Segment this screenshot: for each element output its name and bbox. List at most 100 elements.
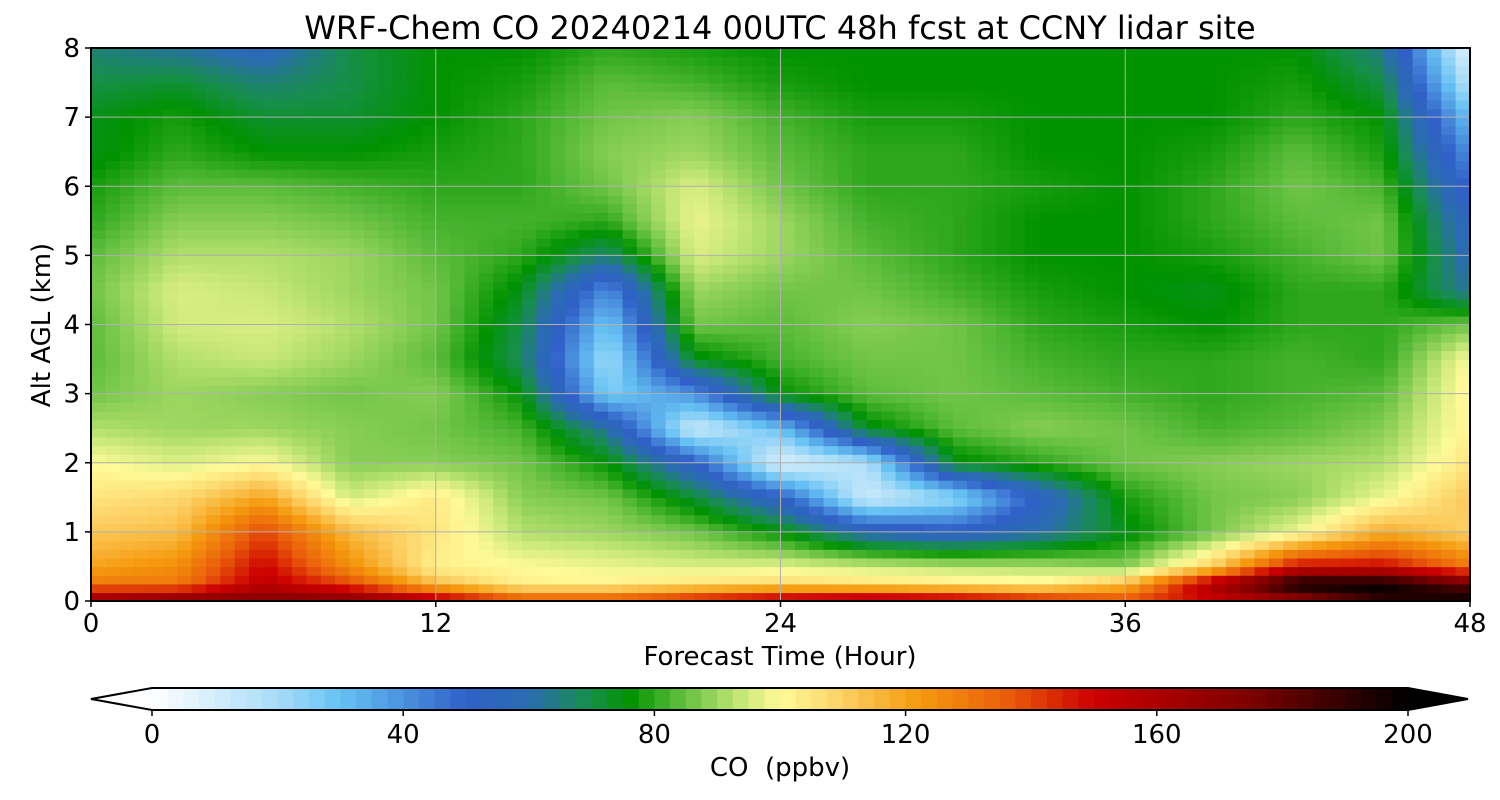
heatmap-cell [177, 264, 193, 274]
heatmap-cell [665, 402, 681, 412]
heatmap-cell [1426, 514, 1442, 524]
heatmap-cell [1398, 289, 1414, 300]
heatmap-cell [924, 359, 940, 369]
heatmap-cell [1455, 514, 1470, 524]
heatmap-cell [435, 592, 451, 601]
heatmap-cell [837, 281, 854, 291]
heatmap-cell [823, 238, 839, 248]
heatmap-cell [967, 531, 983, 542]
heatmap-cell [450, 341, 466, 352]
heatmap-cell [450, 583, 466, 594]
heatmap-cell [679, 333, 696, 343]
heatmap-cell [1268, 367, 1284, 378]
heatmap-cell [1139, 186, 1155, 196]
heatmap-cell [751, 566, 767, 576]
heatmap-cell [177, 333, 193, 343]
heatmap-cell [1311, 168, 1328, 179]
heatmap-cell [737, 462, 753, 473]
heatmap-cell [1283, 505, 1299, 516]
heatmap-cell [536, 566, 552, 576]
heatmap-cell [823, 436, 839, 447]
heatmap-cell [1398, 168, 1414, 179]
heatmap-cell [708, 557, 724, 568]
heatmap-cell [464, 419, 480, 429]
heatmap-cell [751, 324, 767, 334]
heatmap-cell [866, 376, 882, 386]
heatmap-cell [651, 168, 667, 179]
heatmap-cell [852, 307, 868, 317]
heatmap-cell [1053, 471, 1069, 481]
heatmap-cell [435, 436, 451, 447]
heatmap-cell [938, 488, 954, 499]
heatmap-cell [737, 428, 753, 438]
heatmap-cell [478, 497, 494, 507]
heatmap-cell [809, 393, 825, 403]
heatmap-cell [234, 557, 250, 568]
heatmap-cell [464, 523, 480, 533]
heatmap-cell [378, 531, 394, 542]
heatmap-cell [1268, 272, 1284, 282]
heatmap-cell [1355, 255, 1371, 265]
heatmap-cell [536, 471, 552, 481]
heatmap-cell [1326, 384, 1342, 395]
heatmap-cell [493, 384, 509, 395]
heatmap-cell [967, 281, 983, 291]
heatmap-cell [134, 341, 150, 352]
heatmap-cell [1240, 255, 1256, 265]
heatmap-cell [1125, 549, 1141, 559]
heatmap-cell [536, 359, 552, 369]
heatmap-cell [507, 549, 523, 559]
heatmap-cell [119, 289, 135, 300]
heatmap-cell [550, 160, 566, 170]
heatmap-cell [363, 488, 379, 499]
heatmap-cell [277, 428, 293, 438]
heatmap-cell [191, 151, 207, 162]
heatmap-cell [119, 341, 135, 352]
heatmap-cell [91, 298, 107, 308]
heatmap-cell [665, 454, 681, 464]
heatmap-cell [1254, 583, 1270, 594]
heatmap-cell [249, 272, 265, 282]
heatmap-cell [780, 471, 796, 481]
heatmap-cell [536, 540, 552, 550]
heatmap-cell [1225, 384, 1241, 395]
heatmap-cell [780, 592, 796, 601]
heatmap-cell [1039, 229, 1055, 239]
heatmap-cell [1283, 462, 1299, 473]
heatmap-cell [565, 160, 581, 170]
heatmap-cell [952, 557, 968, 568]
heatmap-cell [1197, 264, 1213, 274]
heatmap-cell [1053, 428, 1069, 438]
heatmap-cell [277, 151, 293, 162]
heatmap-cell [191, 445, 207, 455]
heatmap-cell [751, 367, 767, 378]
heatmap-cell [679, 480, 696, 490]
heatmap-cell [1082, 497, 1098, 507]
heatmap-cell [1311, 229, 1328, 239]
heatmap-cell [909, 497, 925, 507]
heatmap-cell [1153, 359, 1170, 369]
heatmap-cell [1283, 557, 1299, 568]
heatmap-cell [1326, 367, 1342, 378]
heatmap-cell [392, 168, 408, 179]
heatmap-cell [924, 445, 940, 455]
heatmap-cell [881, 194, 897, 205]
heatmap-cell [220, 341, 236, 352]
heatmap-cell [191, 497, 207, 507]
heatmap-cell [636, 246, 652, 257]
heatmap-cell [521, 177, 537, 187]
heatmap-cell [823, 488, 839, 499]
heatmap-cell [1283, 186, 1299, 196]
heatmap-cell [1326, 445, 1342, 455]
heatmap-cell [349, 289, 365, 300]
heatmap-cell [636, 151, 652, 162]
heatmap-cell [809, 203, 825, 213]
heatmap-cell [478, 549, 494, 559]
heatmap-cell [292, 246, 308, 257]
heatmap-cell [723, 436, 739, 447]
heatmap-cell [1240, 307, 1256, 317]
heatmap-cell [234, 402, 250, 412]
heatmap-cell [521, 255, 537, 265]
heatmap-cell [924, 419, 940, 429]
heatmap-cell [651, 523, 667, 533]
